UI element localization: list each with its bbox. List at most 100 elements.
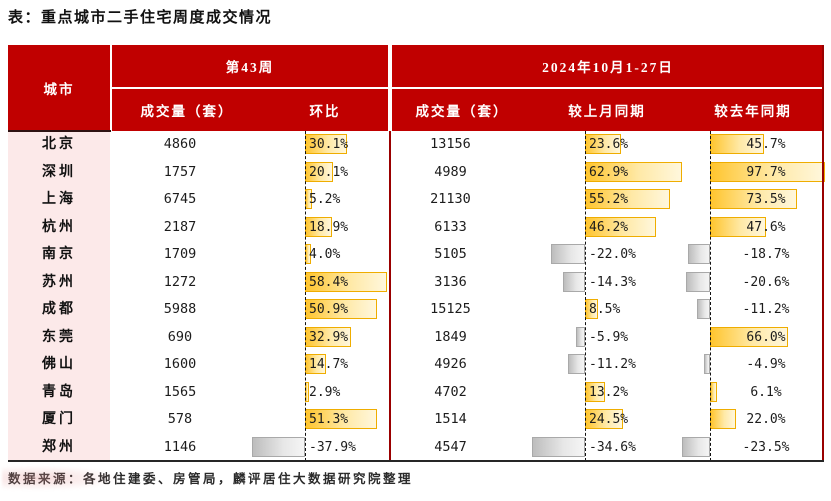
- table-row: 东莞 690 1849 32.9% -5.9% 66.0%: [8, 324, 824, 352]
- city-name: 东莞: [42, 329, 76, 345]
- city-name: 郑州: [42, 439, 76, 455]
- header-oct-yoy: 较去年同期: [714, 104, 792, 119]
- city-name: 上海: [42, 192, 76, 207]
- yoy-data-bar: [685, 271, 710, 292]
- mom-pct-label: -11.2%: [589, 357, 636, 372]
- wow-pct-label: -37.9%: [309, 439, 356, 455]
- wow-pct-label: 20.1%: [309, 164, 349, 180]
- wow-pct-label: 5.2%: [309, 192, 341, 207]
- oct-volume-value: 4926: [434, 356, 467, 372]
- wow-pct-label: 58.4%: [309, 274, 349, 290]
- oct-volume-value: 3136: [434, 273, 467, 290]
- wow-pct-label: 2.9%: [309, 384, 341, 400]
- header-w43-wow: 环比: [309, 104, 341, 119]
- mom-data-bar: [531, 436, 585, 457]
- yoy-pct-label: 47.6%: [746, 219, 786, 235]
- oct-volume-value: 1514: [434, 411, 467, 427]
- header-week43: 第43周: [112, 45, 388, 87]
- yoy-pct-label: 66.0%: [746, 329, 786, 345]
- oct-volume-value: 15125: [430, 301, 471, 317]
- w43-volume-value: 1757: [163, 163, 197, 180]
- header-october-subrow: 成交量（套） 较上月同期 较去年同期: [392, 89, 824, 131]
- wow-pct-label: 51.3%: [309, 412, 349, 427]
- w43-volume-value: 578: [167, 411, 193, 427]
- yoy-pct-label: -4.9%: [746, 357, 786, 372]
- mom-pct-label: 24.5%: [589, 412, 629, 427]
- table-title: 表：重点城市二手住宅周度成交情况: [8, 10, 273, 26]
- table-row: 南京 1709 5105 4.0% -22.0% -18.7%: [8, 241, 824, 269]
- table-body: 北京 4860 13156 30.1% 23.6% 45.7% 深圳 1757 4989 20.1…: [8, 131, 826, 461]
- yoy-pct-label: 45.7%: [746, 137, 786, 152]
- yoy-pct-label: 22.0%: [746, 412, 786, 427]
- city-name: 南京: [42, 247, 76, 262]
- header-october: 2024年10月1-27日: [392, 45, 824, 87]
- source-note: 数据来源：各地住建委、房管局，麟评居住大数据研究院整理: [8, 472, 414, 486]
- wow-data-bar: [251, 436, 305, 457]
- table-row: 青岛 1565 4702 2.9% 13.2% 6.1%: [8, 379, 824, 407]
- table-row: 杭州 2187 6133 18.9% 46.2% 47.6%: [8, 214, 824, 242]
- city-name: 青岛: [42, 384, 76, 400]
- w43-volume-value: 690: [167, 328, 193, 345]
- city-column-background: [8, 131, 110, 461]
- yoy-data-bar: [687, 244, 710, 264]
- mom-pct-label: -22.0%: [589, 247, 636, 262]
- table-bottom-border: [8, 460, 824, 462]
- oct-volume-value: 4702: [434, 383, 467, 400]
- w43-volume-value: 1146: [163, 438, 197, 455]
- yoy-data-bar: [704, 354, 710, 374]
- mom-pct-label: 13.2%: [589, 384, 629, 400]
- yoy-pct-label: -20.6%: [742, 274, 790, 290]
- wow-pct-label: 30.1%: [309, 137, 349, 152]
- yoy-data-bar: [682, 436, 710, 457]
- header-w43-volume: 成交量（套）: [140, 104, 234, 119]
- oct-volume-value: 4547: [434, 438, 467, 455]
- table-row: 深圳 1757 4989 20.1% 62.9% 97.7%: [8, 159, 826, 187]
- table-row: 厦门 578 1514 51.3% 24.5% 22.0%: [8, 406, 824, 434]
- yoy-pct-label: -23.5%: [742, 439, 790, 455]
- wow-pct-label: 14.7%: [309, 357, 349, 372]
- w43-volume-value: 1709: [163, 246, 197, 262]
- mom-pct-label: -34.6%: [589, 439, 636, 455]
- city-name: 佛山: [42, 357, 76, 372]
- header-week43-subrow: 成交量（套） 环比: [112, 89, 388, 131]
- w43-volume-value: 5988: [163, 301, 197, 317]
- mom-pct-label: -5.9%: [589, 329, 629, 345]
- w43-volume-value: 2187: [163, 218, 197, 235]
- yoy-data-bar: [696, 299, 710, 319]
- mom-pct-label: 55.2%: [589, 192, 629, 207]
- w43-volume-value: 6745: [163, 191, 197, 207]
- header-oct-volume: 成交量（套）: [415, 104, 509, 119]
- table-row: 北京 4860 13156 30.1% 23.6% 45.7%: [8, 131, 824, 159]
- w43-volume-value: 4860: [163, 136, 197, 152]
- city-name: 厦门: [42, 412, 76, 427]
- mom-pct-label: 46.2%: [589, 219, 629, 235]
- housing-table: 城市 第43周 2024年10月1-27日 成交量（套） 环比 成交量（套） 较…: [8, 45, 826, 462]
- mom-data-bar: [567, 354, 585, 374]
- w43-volume-value: 1600: [163, 356, 197, 372]
- yoy-pct-label: -18.7%: [742, 247, 790, 262]
- table-row: 上海 6745 21130 5.2% 55.2% 73.5%: [8, 186, 824, 214]
- mom-data-bar: [551, 244, 585, 264]
- mom-pct-label: 23.6%: [589, 137, 629, 152]
- mom-pct-label: 62.9%: [589, 164, 629, 180]
- city-name: 杭州: [42, 219, 76, 235]
- oct-volume-value: 13156: [430, 136, 471, 152]
- w43-volume-value: 1272: [163, 273, 197, 290]
- mom-pct-label: -14.3%: [589, 274, 636, 290]
- wow-pct-label: 50.9%: [309, 302, 349, 317]
- header-oct-mom: 较上月同期: [568, 104, 646, 119]
- city-name: 深圳: [42, 164, 76, 180]
- oct-volume-value: 21130: [430, 191, 471, 207]
- table-header: 城市 第43周 2024年10月1-27日 成交量（套） 环比 成交量（套） 较…: [8, 45, 824, 131]
- yoy-pct-label: -11.2%: [742, 302, 790, 317]
- oct-volume-value: 4989: [434, 163, 467, 180]
- table-row: 成都 5988 15125 50.9% 8.5% -11.2%: [8, 296, 824, 324]
- w43-volume-value: 1565: [163, 383, 197, 400]
- wow-pct-label: 32.9%: [309, 329, 349, 345]
- table-row: 佛山 1600 4926 14.7% -11.2% -4.9%: [8, 351, 824, 379]
- yoy-pct-label: 6.1%: [750, 384, 782, 400]
- yoy-pct-label: 97.7%: [746, 164, 786, 180]
- header-city: 城市: [8, 45, 110, 131]
- wow-pct-label: 4.0%: [309, 247, 341, 262]
